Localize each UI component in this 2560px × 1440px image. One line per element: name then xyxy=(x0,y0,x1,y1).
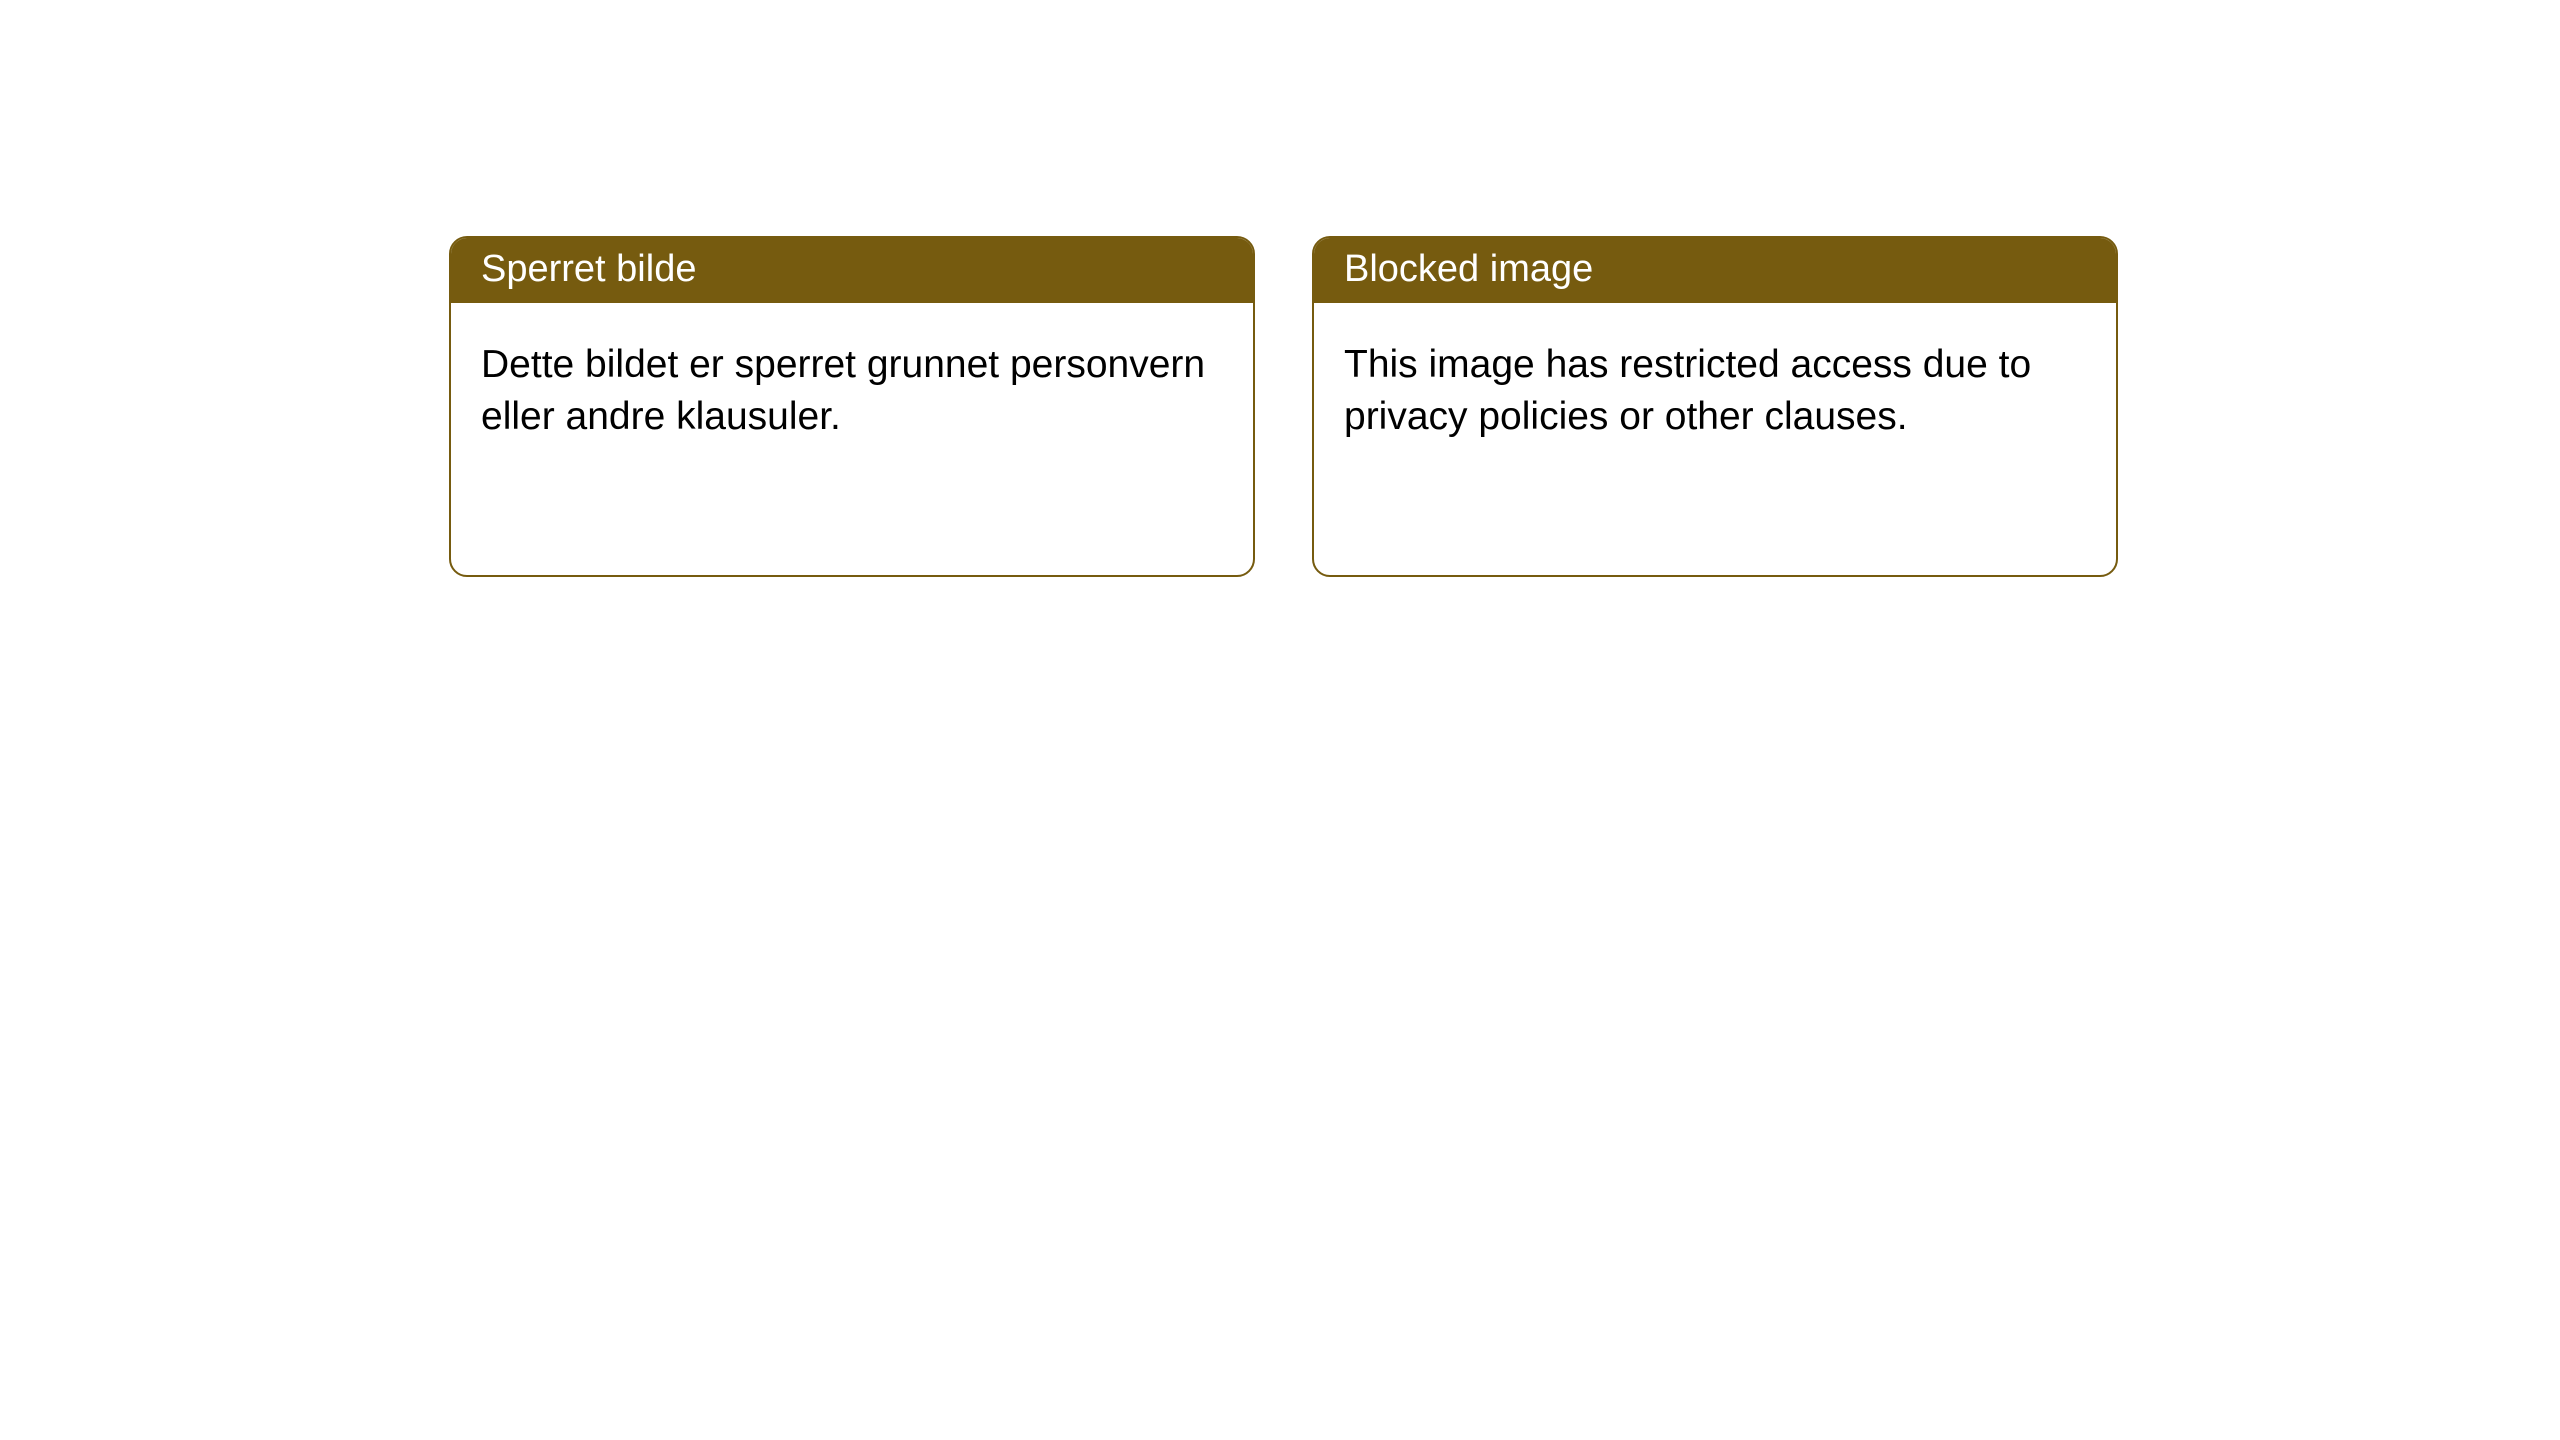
notice-card-title: Sperret bilde xyxy=(451,238,1253,303)
notice-card-body: This image has restricted access due to … xyxy=(1314,303,2116,479)
notice-card-body: Dette bildet er sperret grunnet personve… xyxy=(451,303,1253,479)
notice-card-norwegian: Sperret bilde Dette bildet er sperret gr… xyxy=(449,236,1255,577)
notice-card-english: Blocked image This image has restricted … xyxy=(1312,236,2118,577)
notice-cards-container: Sperret bilde Dette bildet er sperret gr… xyxy=(449,236,2118,577)
notice-card-title: Blocked image xyxy=(1314,238,2116,303)
